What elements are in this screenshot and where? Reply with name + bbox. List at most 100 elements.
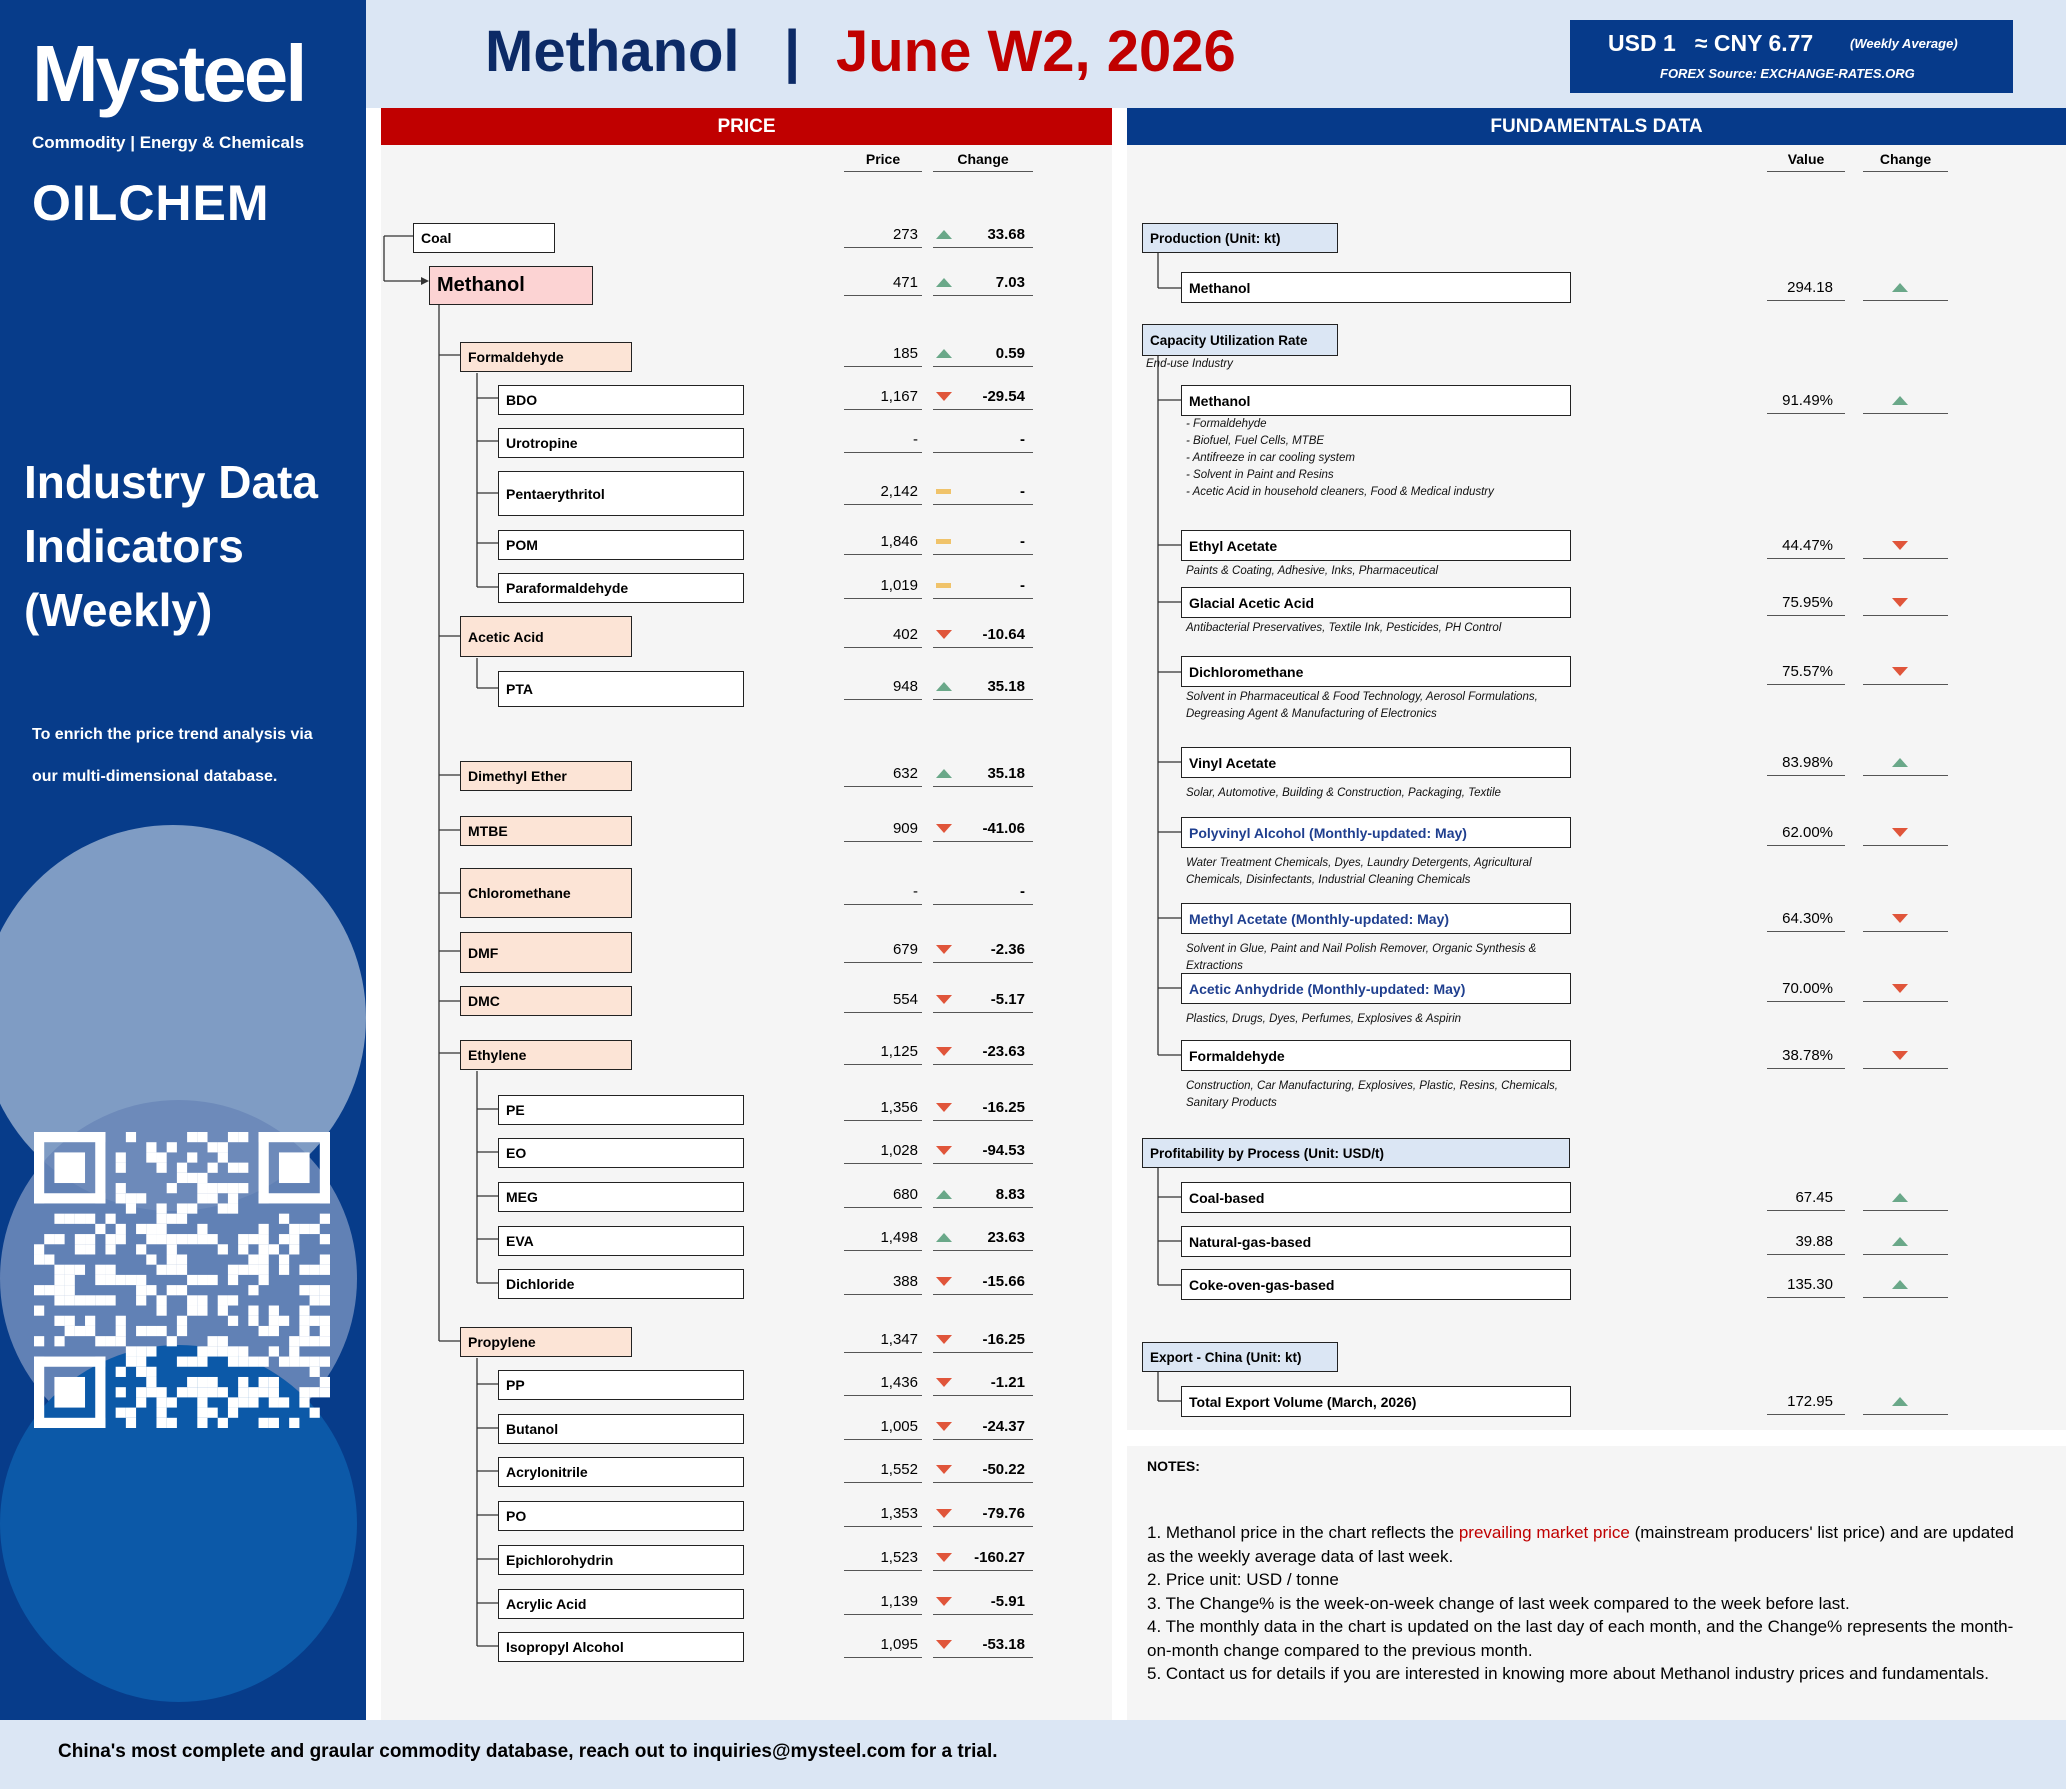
product-title: Methanol <box>485 19 740 84</box>
fundamentals-description: Antibacterial Preservatives, Textile Ink… <box>1186 622 1502 634</box>
trend-up-icon <box>936 1233 952 1242</box>
trend-down-icon <box>1892 1051 1908 1060</box>
trend-down-icon <box>936 1146 952 1155</box>
price-value: 554 <box>844 989 922 1013</box>
price-item-label: MEG <box>498 1182 744 1212</box>
fundamentals-description: Paints & Coating, Adhesive, Inks, Pharma… <box>1186 565 1439 577</box>
price-item-label: Acrylonitrile <box>498 1457 744 1487</box>
fundamentals-value: 83.98% <box>1767 752 1845 776</box>
trend-down-icon <box>936 1465 952 1474</box>
forex-rate: USD 1 ≈ CNY 6.77 <box>1608 30 1814 56</box>
price-item-label: MTBE <box>460 816 632 846</box>
trend-flat-icon <box>936 583 951 588</box>
trend-down-icon <box>1892 828 1908 837</box>
trend-flat-icon <box>936 489 951 494</box>
sidebar: Mysteel Commodity | Energy & Chemicals O… <box>0 0 366 1720</box>
trend-up-icon <box>936 682 952 691</box>
trend-down-icon <box>936 1378 952 1387</box>
trend-up-icon <box>936 278 952 287</box>
qr-code-icon[interactable] <box>34 1132 330 1428</box>
trend-down-icon <box>1892 598 1908 607</box>
fundamentals-value: 62.00% <box>1767 822 1845 846</box>
fundamentals-item-label: Methyl Acetate (Monthly-updated: May) <box>1181 903 1571 934</box>
note-item: 5. Contact us for details if you are int… <box>1147 1664 1989 1683</box>
fundamentals-item-label: Acetic Anhydride (Monthly-updated: May) <box>1181 973 1571 1004</box>
footer-text: China's most complete and graular commod… <box>58 1741 998 1762</box>
price-value: 471 <box>844 272 922 296</box>
price-change: 23.63 <box>933 1227 1033 1251</box>
trend-down-icon <box>936 1640 952 1649</box>
fundamentals-panel <box>1127 145 2066 1430</box>
price-item-label: Ethylene <box>460 1040 632 1070</box>
trend-up-icon <box>1892 1193 1908 1202</box>
fundamentals-item-label: Total Export Volume (March, 2026) <box>1181 1386 1571 1417</box>
price-change: - <box>933 881 1033 905</box>
fundamentals-description: Construction, Car Manufacturing, Explosi… <box>1186 1080 1558 1092</box>
fundamentals-value: 294.18 <box>1767 277 1845 301</box>
fundamentals-value: 44.47% <box>1767 535 1845 559</box>
trend-up-icon <box>1892 1397 1908 1406</box>
note-item: 1. Methanol price in the chart reflects … <box>1147 1521 2027 1568</box>
price-change: -15.66 <box>933 1271 1033 1295</box>
price-change: 0.59 <box>933 343 1033 367</box>
brand-tagline: Commodity | Energy & Chemicals <box>32 133 305 152</box>
fundamentals-value: 38.78% <box>1767 1045 1845 1069</box>
fundamentals-value: 135.30 <box>1767 1274 1845 1298</box>
trend-down-icon <box>1892 914 1908 923</box>
fundamentals-description: Plastics, Drugs, Dyes, Perfumes, Explosi… <box>1186 1013 1462 1025</box>
price-change: - <box>933 429 1033 453</box>
price-item-label: PTA <box>498 671 744 707</box>
price-change: -53.18 <box>933 1634 1033 1658</box>
trend-up-icon <box>936 230 952 239</box>
price-change: -16.25 <box>933 1097 1033 1121</box>
sidebar-description: To enrich the price trend analysis via o… <box>32 714 313 798</box>
trend-down-icon <box>936 1277 952 1286</box>
price-change: - <box>933 481 1033 505</box>
notes-title: NOTES: <box>1147 1458 1200 1474</box>
trend-up-icon <box>1892 1237 1908 1246</box>
trend-down-icon <box>936 1553 952 1562</box>
title-separator: | <box>784 19 801 84</box>
price-item-label: BDO <box>498 385 744 415</box>
value-column-header: Value <box>1767 151 1845 172</box>
price-value: 402 <box>844 624 922 648</box>
price-change: - <box>933 575 1033 599</box>
trend-down-icon <box>1892 667 1908 676</box>
sidebar-desc-line: To enrich the price trend analysis via <box>32 726 313 743</box>
price-item-label: Dimethyl Ether <box>460 761 632 791</box>
price-item-label: PP <box>498 1370 744 1400</box>
fundamentals-value: 172.95 <box>1767 1391 1845 1415</box>
price-item-label: Acetic Acid <box>460 616 632 657</box>
price-value: 1,846 <box>844 531 922 555</box>
price-item-label: Urotropine <box>498 428 744 458</box>
price-change: -16.25 <box>933 1329 1033 1353</box>
trend-up-icon <box>936 349 952 358</box>
price-change: -29.54 <box>933 386 1033 410</box>
fundamentals-change-cell <box>1863 277 1948 301</box>
note-text: (mainstream producers' list price) and a… <box>1147 1523 2014 1566</box>
fundamentals-section-header: Profitability by Process (Unit: USD/t) <box>1142 1138 1570 1168</box>
fundamentals-change-cell <box>1863 661 1948 685</box>
trend-down-icon <box>936 1422 952 1431</box>
price-value: 1,167 <box>844 386 922 410</box>
sidebar-desc-line: our multi-dimensional database. <box>32 768 278 785</box>
price-item-label: DMF <box>460 932 632 973</box>
price-item-label: PO <box>498 1501 744 1531</box>
price-item-label: Paraformaldehyde <box>498 573 744 603</box>
price-change: 35.18 <box>933 676 1033 700</box>
fundamentals-item-label: Formaldehyde <box>1181 1040 1571 1071</box>
fundamentals-value: 64.30% <box>1767 908 1845 932</box>
fundamentals-item-label: Coal-based <box>1181 1182 1571 1213</box>
price-change: -24.37 <box>933 1416 1033 1440</box>
fundamentals-change-cell <box>1863 908 1948 932</box>
trend-down-icon <box>936 1047 952 1056</box>
note-item: 3. The Change% is the week-on-week chang… <box>1147 1593 1850 1613</box>
note-item: 2. Price unit: USD / tonne <box>1147 1570 1339 1589</box>
period-title: June W2, 2026 <box>836 19 1236 84</box>
price-change: -79.76 <box>933 1503 1033 1527</box>
price-change: -41.06 <box>933 818 1033 842</box>
price-change: -160.27 <box>933 1547 1033 1571</box>
sidebar-title: Industry Data Indicators (Weekly) <box>24 450 318 642</box>
trend-up-icon <box>1892 396 1908 405</box>
trend-down-icon <box>1892 541 1908 550</box>
